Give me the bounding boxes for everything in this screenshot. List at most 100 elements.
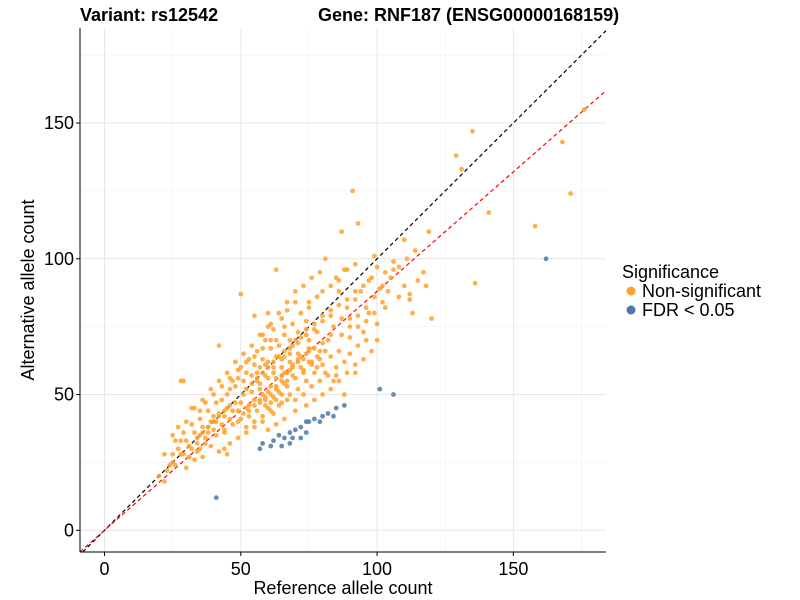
point-non-significant (246, 408, 252, 414)
point-non-significant (211, 419, 216, 425)
point-non-significant (301, 370, 306, 376)
point-non-significant (328, 307, 334, 313)
point-non-significant (290, 373, 295, 378)
point-non-significant (344, 305, 350, 311)
point-non-significant (197, 416, 203, 422)
point-fdr-0-05 (292, 427, 298, 433)
point-non-significant (426, 229, 432, 235)
chart-title-variant: Variant: rs12542 (80, 5, 218, 25)
point-non-significant (271, 326, 276, 332)
point-non-significant (388, 275, 394, 281)
point-non-significant (282, 416, 287, 422)
point-non-significant (216, 413, 222, 419)
point-non-significant (328, 386, 334, 392)
point-non-significant (420, 269, 426, 275)
point-non-significant (243, 370, 249, 376)
point-non-significant (361, 329, 366, 335)
point-non-significant (298, 310, 304, 316)
point-non-significant (328, 332, 334, 338)
axes (79, 28, 606, 553)
point-non-significant (470, 128, 475, 134)
point-non-significant (208, 443, 214, 449)
point-non-significant (380, 299, 385, 305)
point-non-significant (284, 299, 290, 305)
point-non-significant (472, 280, 478, 286)
point-non-significant (276, 310, 282, 316)
point-non-significant (352, 288, 358, 294)
point-non-significant (347, 335, 353, 340)
point-non-significant (325, 337, 331, 343)
point-non-significant (172, 462, 178, 468)
point-non-significant (227, 386, 233, 392)
point-non-significant (284, 307, 290, 313)
point-non-significant (172, 438, 178, 444)
point-non-significant (232, 400, 238, 406)
point-non-significant (224, 392, 230, 397)
point-non-significant (273, 383, 279, 389)
point-non-significant (320, 318, 325, 324)
point-non-significant (355, 324, 361, 330)
point-non-significant (224, 451, 230, 457)
point-non-significant (331, 378, 336, 384)
point-non-significant (361, 356, 366, 362)
point-non-significant (412, 248, 418, 254)
point-non-significant (290, 321, 295, 327)
point-non-significant (268, 392, 274, 397)
point-non-significant (265, 364, 271, 370)
point-non-significant (205, 408, 211, 414)
point-non-significant (175, 424, 181, 430)
data-points (156, 107, 587, 501)
point-non-significant (192, 430, 197, 435)
point-non-significant (374, 337, 380, 343)
point-non-significant (292, 408, 298, 414)
point-fdr-0-05 (303, 430, 309, 435)
point-non-significant (235, 408, 241, 414)
point-non-significant (301, 283, 306, 289)
point-non-significant (314, 354, 320, 359)
point-non-significant (295, 329, 301, 335)
x-tick-label: 0 (100, 559, 110, 579)
point-non-significant (211, 413, 216, 419)
point-non-significant (167, 462, 173, 468)
point-non-significant (339, 229, 345, 235)
point-non-significant (273, 337, 279, 343)
point-non-significant (230, 421, 236, 427)
point-non-significant (222, 413, 227, 419)
point-non-significant (232, 359, 238, 365)
point-non-significant (257, 386, 263, 392)
point-non-significant (178, 438, 184, 444)
point-non-significant (252, 362, 257, 368)
point-non-significant (252, 354, 257, 359)
point-non-significant (292, 337, 298, 343)
point-non-significant (262, 397, 268, 403)
point-non-significant (415, 278, 421, 283)
point-non-significant (532, 223, 538, 229)
point-non-significant (219, 383, 225, 389)
point-non-significant (423, 283, 429, 289)
point-non-significant (254, 370, 260, 376)
point-non-significant (374, 321, 380, 327)
point-non-significant (252, 402, 257, 408)
point-non-significant (303, 332, 309, 338)
legend-key-fdr-0-05 (626, 305, 636, 315)
point-non-significant (222, 446, 227, 452)
point-non-significant (284, 378, 290, 384)
point-non-significant (200, 424, 206, 430)
point-non-significant (279, 392, 285, 397)
point-non-significant (355, 221, 361, 226)
point-non-significant (352, 362, 358, 368)
point-non-significant (322, 256, 328, 262)
point-non-significant (200, 430, 206, 435)
point-fdr-0-05 (333, 405, 339, 411)
point-fdr-0-05 (271, 438, 276, 444)
point-fdr-0-05 (287, 430, 293, 435)
point-non-significant (175, 446, 181, 452)
point-non-significant (369, 348, 375, 354)
chart-title-gene: Gene: RNF187 (ENSG00000168159) (318, 5, 619, 25)
point-non-significant (355, 343, 361, 349)
point-non-significant (257, 332, 263, 338)
point-non-significant (268, 345, 274, 351)
point-fdr-0-05 (320, 413, 325, 419)
